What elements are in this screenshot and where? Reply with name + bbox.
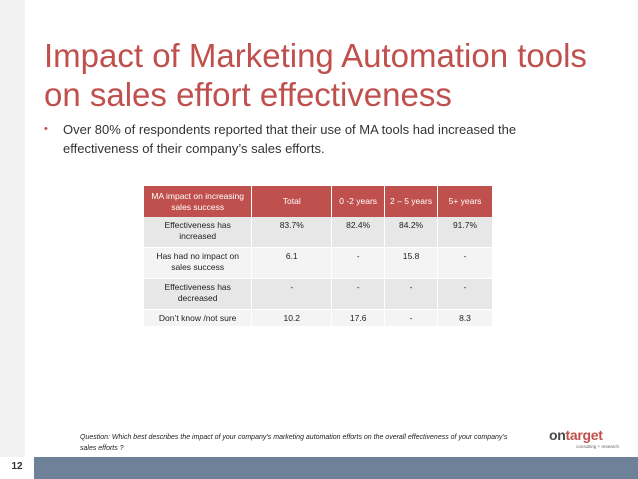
table-row: Don’t know /not sure 10.2 17.6 - 8.3 bbox=[144, 309, 493, 327]
bullet-text: Over 80% of respondents reported that th… bbox=[63, 122, 517, 156]
cell-2-5-years: - bbox=[384, 278, 439, 310]
cell-0-2-years: - bbox=[331, 247, 386, 279]
cell-total: 83.7% bbox=[251, 217, 333, 248]
cell-5-plus-years: - bbox=[437, 247, 493, 279]
footer-bar bbox=[0, 457, 638, 479]
page-number: 12 bbox=[11, 461, 23, 472]
header-total: Total bbox=[251, 186, 333, 217]
row-label: Has had no impact on sales success bbox=[144, 247, 253, 279]
row-label: Effectiveness has decreased bbox=[144, 278, 253, 310]
cell-5-plus-years: - bbox=[437, 278, 493, 310]
results-table: MA impact on increasing sales success To… bbox=[144, 186, 493, 327]
cell-5-plus-years: 91.7% bbox=[437, 217, 493, 248]
logo-wordmark: ontarget bbox=[549, 428, 619, 443]
header-5-plus-years: 5+ years bbox=[437, 186, 493, 217]
cell-total: 10.2 bbox=[251, 309, 333, 327]
survey-question-footnote: Question: Which best describes the impac… bbox=[80, 434, 508, 452]
header-2-5-years: 2 – 5 years bbox=[384, 186, 439, 217]
left-margin-bar bbox=[0, 0, 25, 457]
header-0-2-years: 0 -2 years bbox=[331, 186, 386, 217]
cell-total: 6.1 bbox=[251, 247, 333, 279]
cell-0-2-years: 17.6 bbox=[331, 309, 386, 327]
page-number-box bbox=[0, 457, 34, 479]
cell-2-5-years: 84.2% bbox=[384, 217, 439, 248]
table-row: Has had no impact on sales success 6.1 -… bbox=[144, 247, 493, 279]
ontarget-logo: ontarget consulting + research bbox=[549, 428, 619, 450]
table-row: Effectiveness has increased 83.7% 82.4% … bbox=[144, 217, 493, 248]
cell-2-5-years: 15.8 bbox=[384, 247, 439, 279]
table-header-row: MA impact on increasing sales success To… bbox=[144, 186, 493, 217]
slide-title: Impact of Marketing Automation tools on … bbox=[44, 37, 587, 113]
logo-tagline: consulting + research bbox=[576, 444, 619, 449]
cell-2-5-years: - bbox=[384, 309, 439, 327]
logo-word-on: on bbox=[549, 427, 566, 443]
row-label: Effectiveness has increased bbox=[144, 217, 253, 248]
header-impact: MA impact on increasing sales success bbox=[144, 186, 253, 217]
bullet-marker: • bbox=[44, 123, 48, 135]
logo-word-target: target bbox=[565, 427, 603, 443]
table-row: Effectiveness has decreased - - - - bbox=[144, 278, 493, 310]
cell-0-2-years: 82.4% bbox=[331, 217, 386, 248]
cell-total: - bbox=[251, 278, 333, 310]
cell-5-plus-years: 8.3 bbox=[437, 309, 493, 327]
row-label: Don’t know /not sure bbox=[144, 309, 253, 327]
cell-0-2-years: - bbox=[331, 278, 386, 310]
